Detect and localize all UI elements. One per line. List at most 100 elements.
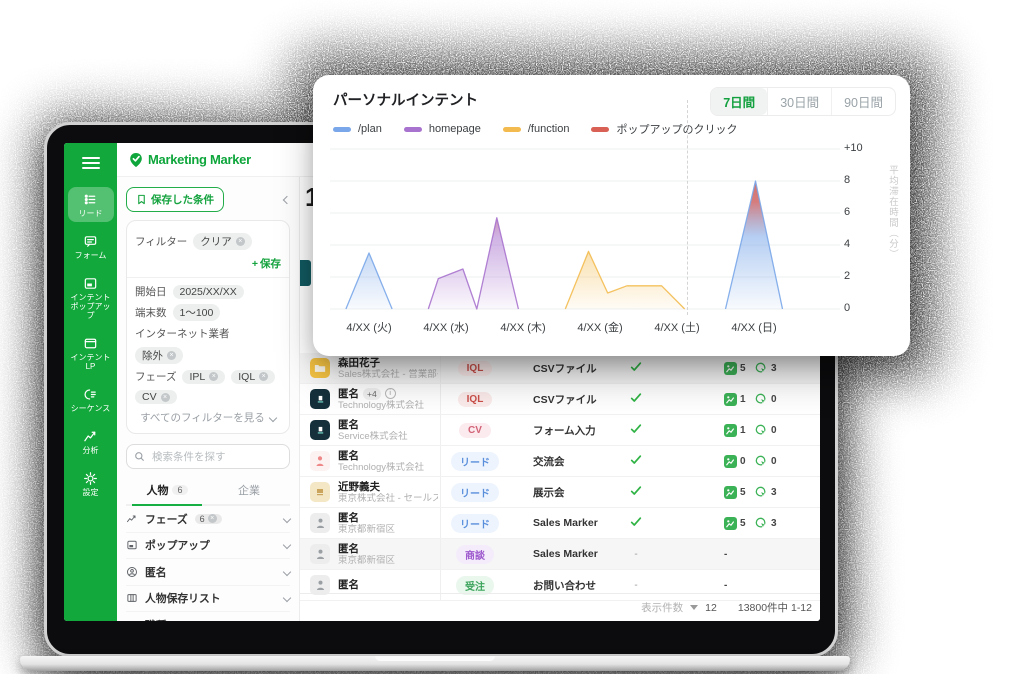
clear-filter-chip[interactable]: クリア × [193, 233, 252, 250]
sequence-icon [84, 389, 96, 400]
filter-section-フェーズ[interactable]: フェーズ 6 × [126, 506, 292, 533]
panel-tabs: 人物 6 企業 [126, 478, 290, 506]
chip-text: 1〜100 [179, 307, 214, 319]
saved-list-icon [127, 594, 137, 603]
remove-chip-icon[interactable]: × [235, 237, 245, 246]
intent-popup-icon [84, 278, 97, 289]
table-row[interactable]: 匿名 東京都新宿区 商談 Sales Marker - - [300, 539, 820, 570]
save-filter-button[interactable]: + 保存 [251, 257, 281, 271]
criteria-label: 開始日 [135, 286, 167, 298]
sidebar-item-設定[interactable]: 設定 [68, 466, 114, 501]
legend-swatch [591, 126, 610, 132]
click-count-cell: 3 [755, 362, 777, 375]
laptop-base [20, 656, 850, 671]
click-count-cell: 0 [755, 455, 777, 468]
table-row[interactable]: 森田花子 Sales株式会社 - 営業部長 IQL CSVファイル 5 3 [300, 353, 820, 384]
page-size-value[interactable]: 12 [705, 601, 717, 614]
brand-logo[interactable]: Marketing Marker [128, 152, 251, 168]
logo-text: Marketing Marker [148, 152, 251, 167]
remove-chip-icon[interactable]: × [167, 351, 176, 360]
sidebar-item-フォーム[interactable]: フォーム [68, 229, 114, 264]
check-icon [630, 485, 642, 495]
lead-name-cell: 近野義夫東京株式会社 - セールス… [338, 481, 438, 504]
filter-section-人物保存リスト[interactable]: 人物保存リスト [126, 586, 292, 612]
sidebar-item-label: 設定 [82, 488, 99, 497]
criteria-chip[interactable]: 2025/XX/XX [172, 284, 244, 299]
popup-stat-icon [724, 423, 737, 437]
y-axis-label: 平均滞在時間（分） [887, 165, 898, 260]
caret-down-icon[interactable] [690, 605, 699, 610]
badge-count: 6 [199, 513, 205, 524]
phase-badge: 受注 [456, 575, 494, 595]
remove-chip-icon[interactable]: × [259, 372, 269, 381]
sidebar-item-インテントポップアップ[interactable]: インテントポップアップ [68, 271, 114, 324]
see-all-filters-link[interactable]: すべてのフィルターを見る [135, 410, 281, 425]
filter-criteria-row: 開始日 2025/XX/XX [135, 284, 281, 299]
tab-企業[interactable]: 企業 [208, 478, 290, 504]
filter-criteria-row: インターネット業者 除外 × [135, 326, 281, 364]
chevron-down-icon [282, 514, 292, 523]
section-badge[interactable]: 6 × [194, 513, 222, 524]
lead-name-cell: 森田花子 Sales株式会社 - 営業部長 [338, 357, 438, 380]
range-tab-30日間[interactable]: 30日間 [767, 88, 831, 115]
sidebar-item-分析[interactable]: 分析 [68, 424, 114, 459]
lead-name-text: 匿名 [338, 387, 359, 400]
info-circle-icon[interactable]: i [384, 388, 396, 399]
search-input[interactable] [150, 449, 282, 464]
popup-count: 5 [740, 517, 746, 529]
source-cell: フォーム入力 [533, 424, 596, 437]
phase-badge: リード [451, 451, 499, 471]
lead-name: 近野義夫 [338, 481, 438, 493]
table-row[interactable]: 匿名 +4 i Technology株式会社 IQL CSVファイル 1 0 [300, 384, 820, 415]
sidebar-item-label: リード [78, 209, 103, 218]
popup-stat-icon [724, 361, 737, 375]
sidebar-item-リード[interactable]: リード [67, 187, 114, 222]
confirmed-cell [626, 361, 646, 376]
lead-company: 東京株式会社 - セールス… [338, 492, 438, 504]
check-icon [630, 423, 642, 433]
remove-chip-icon[interactable]: × [209, 372, 219, 381]
remove-chip-icon[interactable]: × [207, 514, 217, 524]
sidebar-item-インテントLP[interactable]: インテントLP [68, 331, 114, 375]
click-count-cell: 0 [755, 393, 777, 406]
hamburger-menu-icon[interactable] [81, 157, 100, 169]
filter-section-匿名[interactable]: 匿名 [126, 559, 292, 586]
click-count: 3 [771, 517, 777, 529]
popup-count-cell: 0 [724, 454, 746, 468]
range-tab-90日間[interactable]: 90日間 [831, 88, 895, 115]
page-size-label: 表示件数 [641, 602, 684, 614]
criteria-chip[interactable]: 除外 × [135, 347, 183, 364]
sidebar-item-label: 分析 [82, 446, 99, 455]
y-axis-tick: 2 [844, 270, 851, 282]
saved-conditions-button[interactable]: 保存した条件 [126, 187, 224, 212]
table-row[interactable]: 匿名 Technology株式会社 リード 交流会 0 0 [300, 446, 820, 477]
criteria-chip[interactable]: 1〜100 [172, 304, 221, 321]
legend-label: /function [527, 123, 570, 135]
criteria-chip[interactable]: CV × [135, 390, 177, 404]
phase-badge: リード [451, 513, 499, 533]
table-row[interactable]: 匿名 Service株式会社 CV フォーム入力 1 0 [300, 415, 820, 446]
table-row[interactable]: 匿名 受注 お問い合わせ - - [300, 570, 820, 601]
chevron-down-icon [282, 594, 292, 603]
legend-label: /plan [358, 123, 382, 135]
criteria-label: 端末数 [135, 307, 167, 319]
dashed-marker-line [687, 100, 688, 315]
x-axis-label: 4/XX (日) [731, 322, 777, 334]
sidebar-item-シーケンス[interactable]: シーケンス [68, 382, 114, 417]
section-label: 匿名 [145, 566, 167, 579]
remove-chip-icon[interactable]: × [160, 392, 170, 402]
collapse-panel-icon[interactable] [282, 195, 292, 204]
extra-count-chip[interactable]: +4 [363, 387, 381, 400]
table-row[interactable]: 匿名 東京都新宿区 リード Sales Marker 5 3 [300, 508, 820, 539]
tab-人物[interactable]: 人物 6 [126, 478, 208, 506]
filter-section-職種[interactable]: 職種 [126, 612, 292, 621]
source-cell: お問い合わせ [533, 579, 596, 592]
criteria-chip[interactable]: IQL × [231, 369, 276, 384]
filter-section-ポップアップ[interactable]: ポップアップ [126, 533, 292, 559]
confirmed-cell [626, 392, 646, 407]
range-tab-7日間[interactable]: 7日間 [711, 88, 768, 115]
avatar-person [310, 513, 330, 533]
intent-chart-card: パーソナルインテント 7日間 30日間 90日間 /plan homepage/fun… [313, 75, 910, 356]
criteria-chip[interactable]: IPL × [182, 369, 226, 384]
